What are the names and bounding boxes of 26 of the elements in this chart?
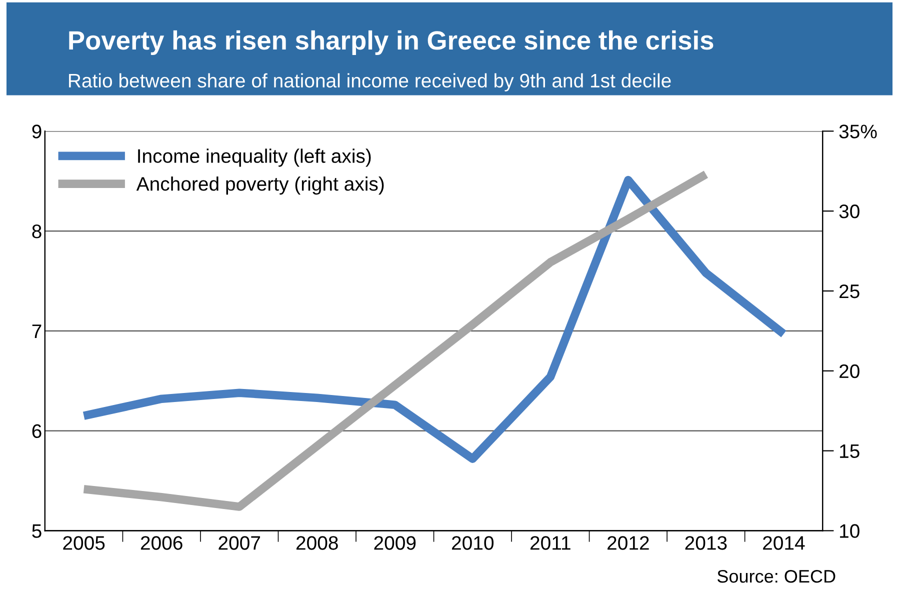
legend-label: Anchored poverty (right axis) <box>136 176 384 195</box>
y2-tick-label: 20 <box>840 364 860 378</box>
y2-tick-label: 15 <box>840 444 860 458</box>
x-tick-label: 2013 <box>685 536 727 550</box>
x-tick-label: 2010 <box>452 536 494 550</box>
x-tick-label: 2009 <box>374 536 416 550</box>
chart-subtitle: Ratio between share of national income received by 9th and 1st decile <box>69 73 671 92</box>
y-tick-label: 7 <box>32 324 42 338</box>
x-tick-label: 2012 <box>608 536 649 550</box>
y-tick-label: 5 <box>32 524 42 538</box>
x-tick-label: 2014 <box>763 536 805 550</box>
x-tick-label: 2007 <box>218 536 260 550</box>
y2-tick-label: 35% <box>839 124 877 138</box>
y-tick-label: 9 <box>32 124 42 138</box>
x-tick-label: 2008 <box>296 536 338 550</box>
y-tick-label: 8 <box>32 224 42 238</box>
y-tick-label: 6 <box>32 424 42 438</box>
legend-label: Income inequality (left axis) <box>138 148 371 167</box>
y2-tick-label: 25 <box>840 284 860 298</box>
x-tick-label: 2006 <box>140 536 182 550</box>
x-tick-label: 2011 <box>530 536 570 550</box>
x-tick-label: 2005 <box>63 536 105 550</box>
y2-tick-label: 10 <box>840 524 860 538</box>
y2-tick-label: 30 <box>839 204 860 218</box>
source-note: Source: OECD <box>717 570 836 583</box>
chart-title: Poverty has risen sharply in Greece since the crisis <box>69 30 714 55</box>
